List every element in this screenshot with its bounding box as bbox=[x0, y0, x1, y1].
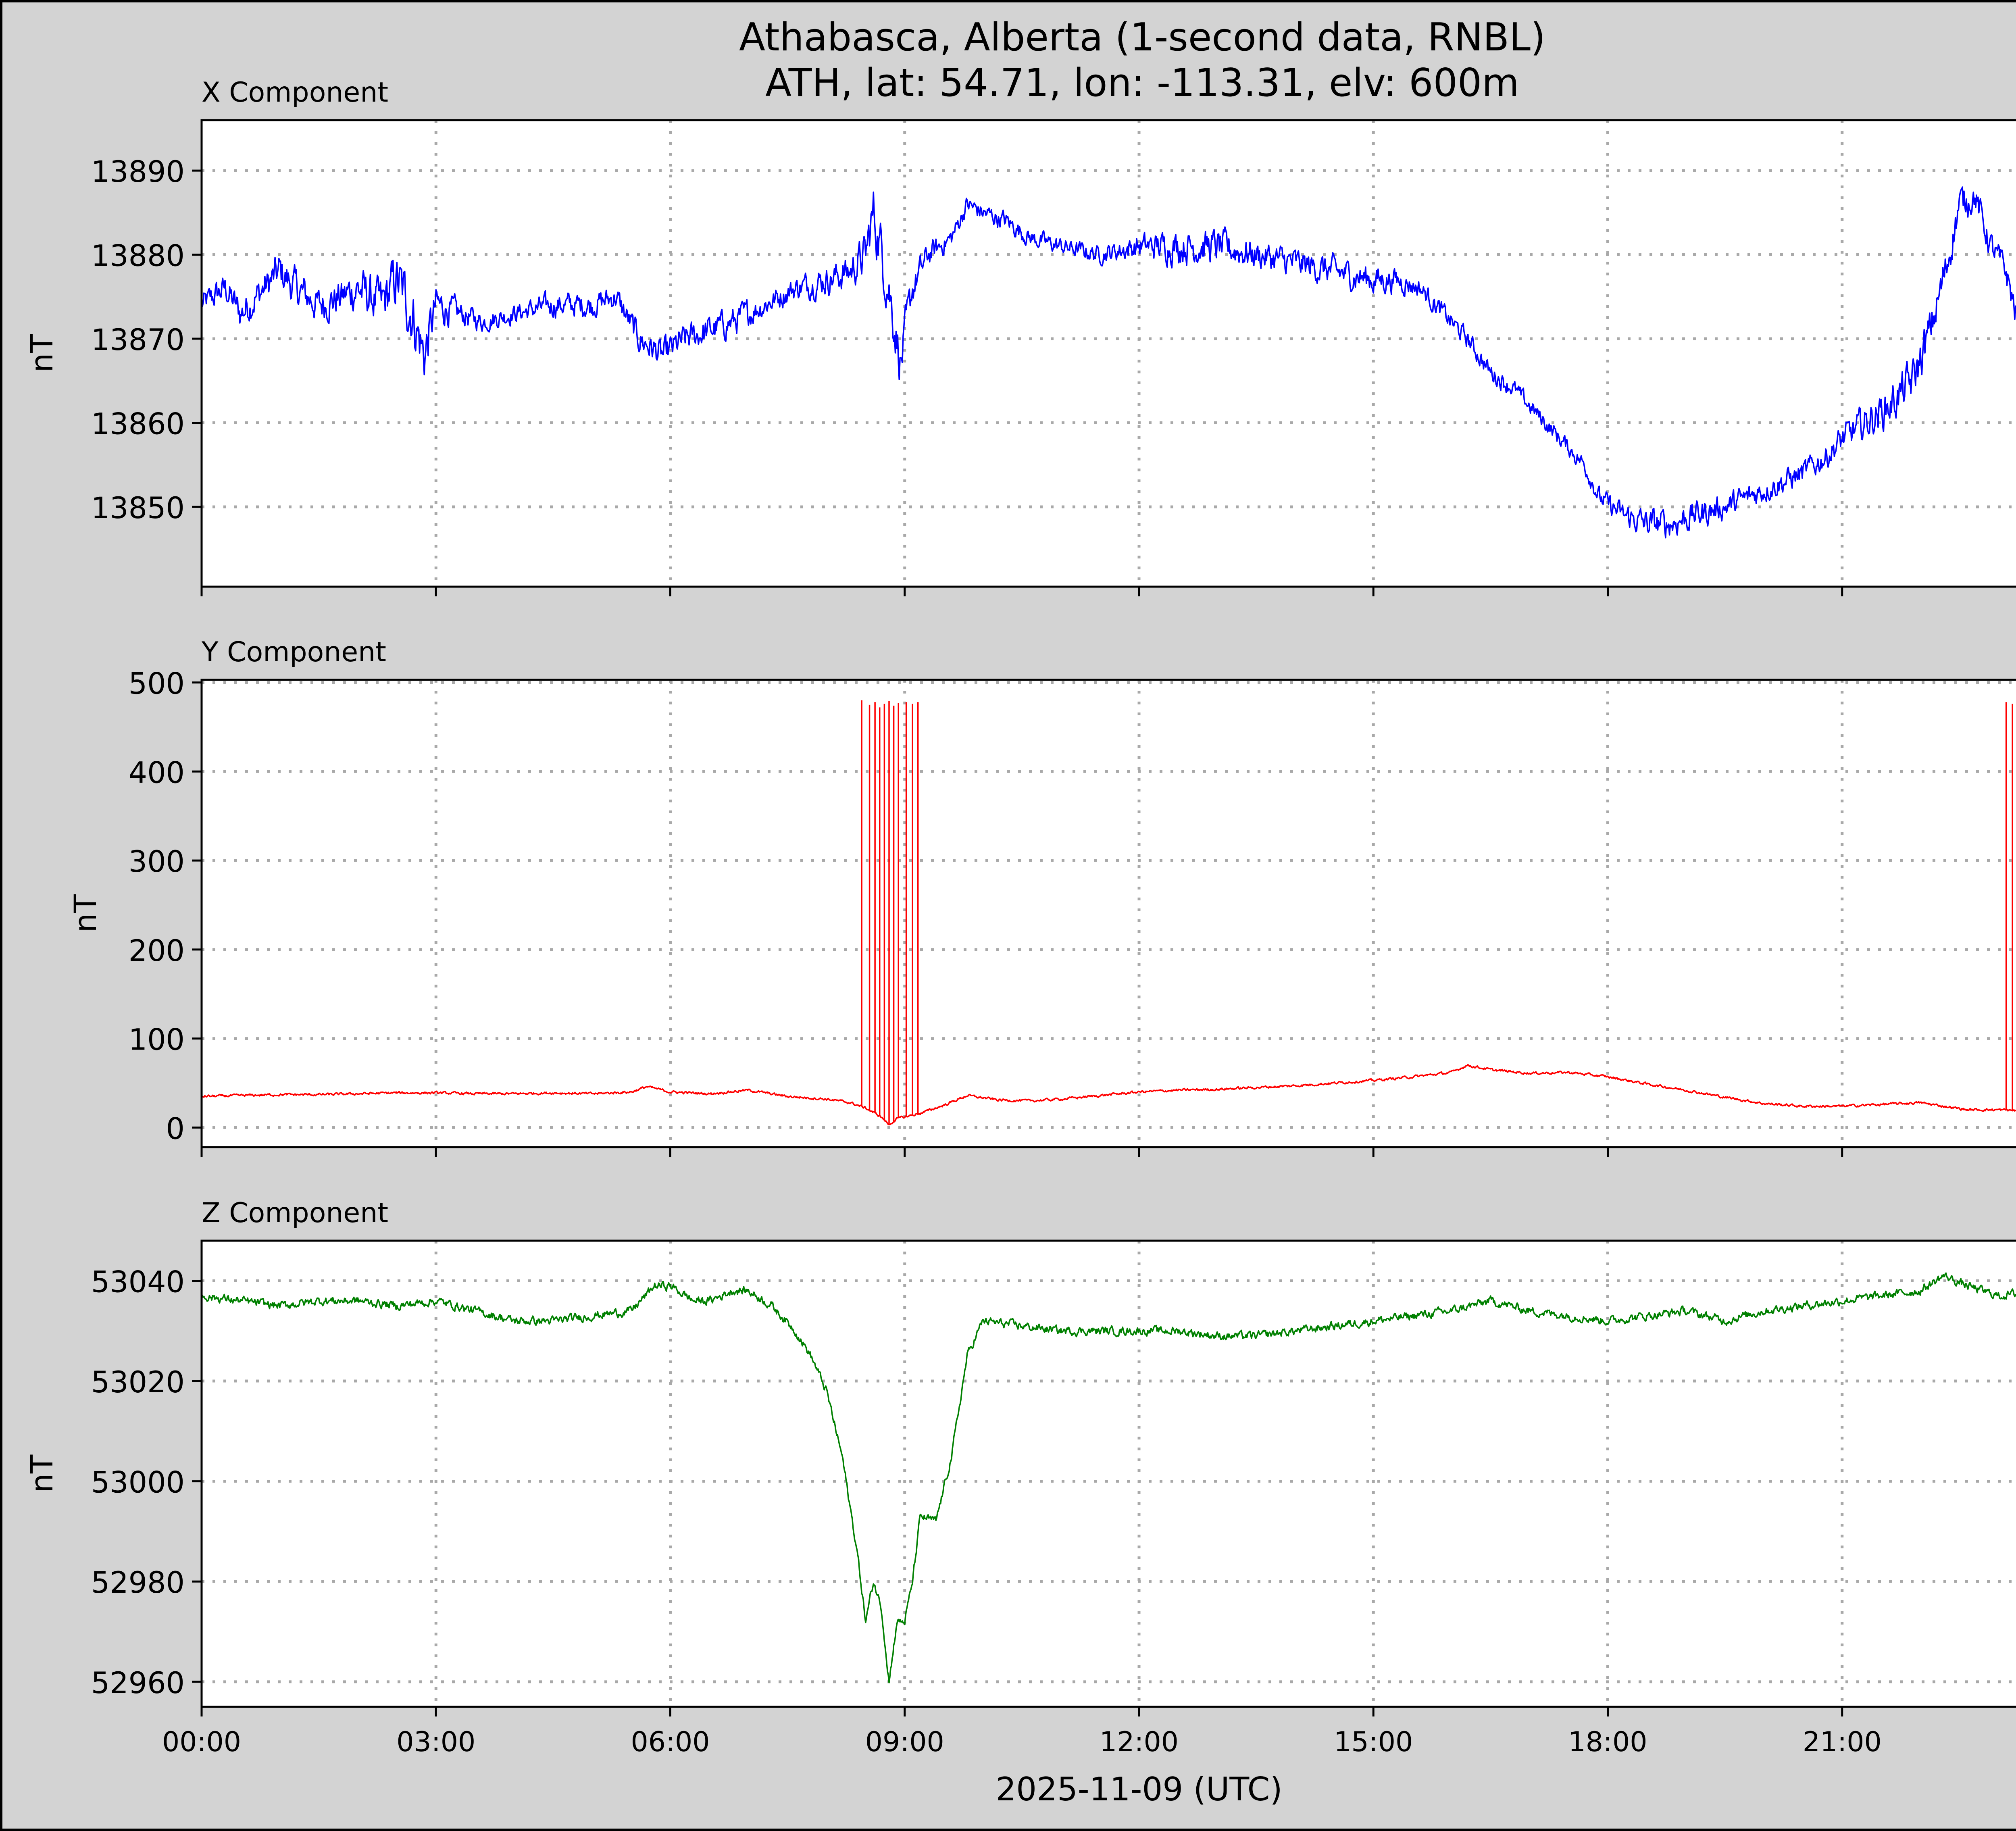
x-component-panel: 13850 13860 13870 13880 13890 X Component nT bbox=[24, 77, 2016, 596]
z-x-tick-label: 15:00 bbox=[1334, 1726, 1413, 1758]
x-panel-title: X Component bbox=[202, 77, 388, 108]
z-y-tick-label: 53040 bbox=[91, 1265, 185, 1299]
figure-title-line-1: Athabasca, Alberta (1-second data, RNBL) bbox=[739, 15, 1545, 60]
z-x-tick-label: 12:00 bbox=[1100, 1726, 1179, 1758]
x-axis-label: 2025-11-09 (UTC) bbox=[996, 1771, 1282, 1808]
x-series-line bbox=[201, 186, 2016, 539]
x-y-tick-label: 13870 bbox=[91, 323, 185, 357]
z-x-tick-label: 21:00 bbox=[1803, 1726, 1882, 1758]
z-y-tick-label: 53020 bbox=[91, 1365, 185, 1400]
z-y-tick-label: 53000 bbox=[91, 1466, 185, 1500]
z-y-axis-label: nT bbox=[24, 1454, 60, 1493]
y-y-tick-label: 300 bbox=[129, 845, 185, 879]
z-x-tick-label: 09:00 bbox=[865, 1726, 944, 1758]
z-y-tick-label: 52980 bbox=[91, 1566, 185, 1600]
z-x-tick-label: 06:00 bbox=[631, 1726, 710, 1758]
x-plot-area bbox=[202, 120, 2016, 587]
z-x-tick-label: 00:00 bbox=[162, 1726, 241, 1758]
x-y-tick-label: 13890 bbox=[91, 155, 185, 189]
z-panel-title: Z Component bbox=[202, 1197, 388, 1229]
y-y-tick-label: 200 bbox=[129, 934, 185, 968]
y-y-axis-label: nT bbox=[67, 894, 103, 933]
x-y-tick-label: 13850 bbox=[91, 491, 185, 525]
z-component-panel: 52960 52980 53000 53020 53040 00:00 03:00 06:00… bbox=[24, 1197, 2016, 1758]
y-y-tick-label: 500 bbox=[129, 667, 185, 701]
z-y-tick-label: 52960 bbox=[91, 1666, 185, 1700]
y-component-panel: 0 100 200 300 400 500 Y Component nT bbox=[67, 636, 2016, 1157]
y-plot-area bbox=[202, 680, 2016, 1147]
y-panel-title: Y Component bbox=[201, 636, 386, 668]
figure-title-line-2: ATH, lat: 54.71, lon: -113.31, elv: 600m bbox=[765, 61, 1519, 105]
y-series-line bbox=[201, 1064, 2016, 1125]
z-plot-area bbox=[202, 1241, 2016, 1707]
y-y-tick-label: 100 bbox=[129, 1023, 185, 1057]
z-x-tick-label: 18:00 bbox=[1568, 1726, 1647, 1758]
y-y-tick-label: 0 bbox=[166, 1112, 185, 1146]
x-y-axis-label: nT bbox=[24, 334, 60, 373]
x-y-tick-label: 13860 bbox=[91, 407, 185, 441]
z-series-line bbox=[201, 1272, 2016, 1683]
x-y-tick-label: 13880 bbox=[91, 239, 185, 273]
z-x-tick-label: 03:00 bbox=[396, 1726, 475, 1758]
y-y-tick-label: 400 bbox=[129, 756, 185, 790]
